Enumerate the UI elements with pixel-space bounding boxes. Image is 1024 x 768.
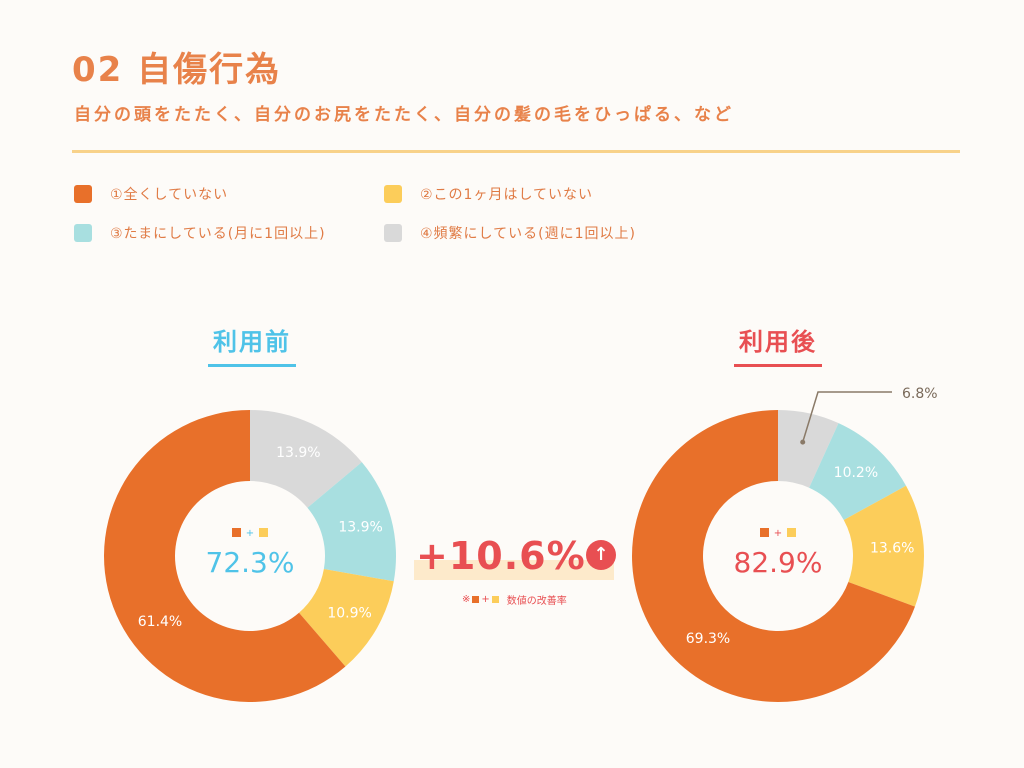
legend-swatch-1 <box>74 185 92 203</box>
legend-item-3: ③たまにしている(月に1回以上) <box>74 223 326 243</box>
legend-item-4: ④頻繁にしている(週に1回以上) <box>384 223 636 243</box>
chart-subtitle: 自分の頭をたたく、自分のお尻をたたく、自分の髪の毛をひっぱる、など <box>74 105 734 125</box>
chart-heading-before-text: 利用前 <box>213 328 291 356</box>
slice-label-1-1: 61.4% <box>138 614 182 630</box>
chart-heading-after-underline <box>734 364 822 367</box>
chart-heading-after: 利用後 <box>734 322 822 367</box>
slice-label-1-4: 13.9% <box>276 445 320 461</box>
donut-slice-2-3 <box>809 423 907 520</box>
donut-slice-2-4 <box>778 410 839 488</box>
legend-label-1: ①全くしていない <box>110 187 229 203</box>
donut-slice-1-1 <box>103 410 346 702</box>
note-swatch-yellow <box>491 596 499 603</box>
chart-heading-after-text: 利用後 <box>739 328 817 356</box>
chart-heading-before-underline <box>208 364 296 367</box>
donut-slice-1-4 <box>250 410 362 508</box>
improvement-highlight <box>414 560 614 580</box>
legend-swatch-2 <box>384 185 402 203</box>
center-swatch-orange-2 <box>760 528 769 537</box>
center-swatch-orange-1 <box>232 528 241 537</box>
center-swatch-yellow-1 <box>259 528 268 537</box>
legend-label-4: ④頻繁にしている(週に1回以上) <box>420 226 636 242</box>
slice-label-1-3: 13.9% <box>338 519 382 535</box>
legend-item-1: ①全くしていない <box>74 184 228 204</box>
improvement-badge: +10.6% ↑ <box>414 534 616 580</box>
callout-line <box>802 391 892 443</box>
chart-title: 02 自傷行為 <box>72 50 282 90</box>
slice-label-1-2: 10.9% <box>327 606 371 622</box>
improvement-note: ※ + 数値の改善率 <box>462 592 567 607</box>
slice-label-2-3: 10.2% <box>834 465 878 481</box>
note-plus: + <box>481 594 490 605</box>
arrow-up-icon: ↑ <box>586 540 616 570</box>
center-swatch-yellow-2 <box>787 528 796 537</box>
center-value-2: 82.9% <box>734 546 823 579</box>
slice-label-2-4: 6.8% <box>902 386 938 402</box>
donut-slice-1-2 <box>299 568 394 667</box>
donut-slice-2-1 <box>632 410 915 702</box>
note-mark: ※ <box>462 594 471 605</box>
center-plus-1: + <box>246 528 254 539</box>
legend-swatch-3 <box>74 224 92 242</box>
slice-label-2-2: 13.6% <box>870 541 914 557</box>
note-text: 数値の改善率 <box>506 596 567 607</box>
center-value-1: 72.3% <box>206 546 295 579</box>
slice-label-2-1: 69.3% <box>686 631 730 647</box>
legend-swatch-4 <box>384 224 402 242</box>
chart-heading-before: 利用前 <box>208 322 296 367</box>
legend-item-2: ②この1ヶ月はしていない <box>384 184 593 204</box>
improvement-value: +10.6% <box>416 534 586 578</box>
legend-label-3: ③たまにしている(月に1回以上) <box>110 226 326 242</box>
donut-slice-1-3 <box>307 462 397 582</box>
donut-slice-2-2 <box>843 485 924 607</box>
legend-label-2: ②この1ヶ月はしていない <box>420 187 594 203</box>
divider <box>72 150 960 153</box>
note-swatch-orange <box>472 596 480 603</box>
center-plus-2: + <box>774 528 782 539</box>
